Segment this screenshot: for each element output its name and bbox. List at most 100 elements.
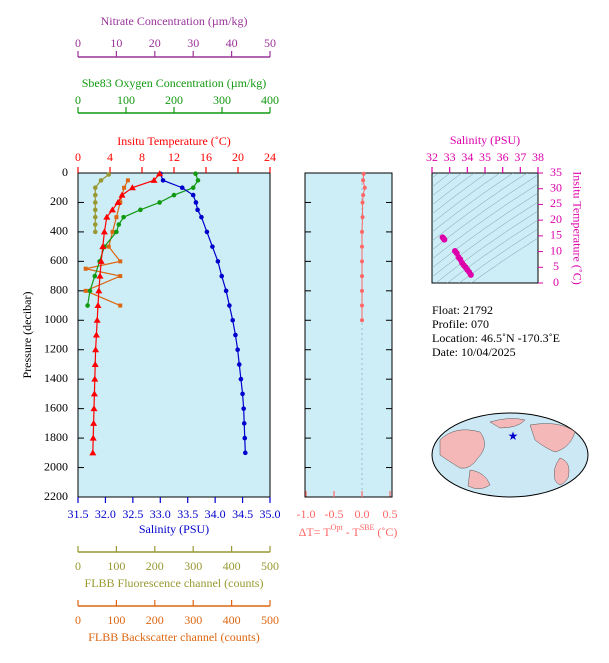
data-point <box>219 273 225 279</box>
x-tick-label: 0 <box>75 93 81 107</box>
x-tick-label: 4 <box>107 150 113 164</box>
data-point <box>85 303 90 308</box>
profile-plot-area <box>77 172 271 498</box>
x-tick-label: 100 <box>117 93 135 107</box>
data-point <box>242 435 248 441</box>
float-info: Location: 46.5˚N -170.3˚E <box>432 331 560 345</box>
float-info: Date: 10/04/2025 <box>432 345 516 359</box>
x-tick-label: 100 <box>107 559 125 573</box>
density-contours <box>432 173 538 283</box>
data-point <box>236 362 242 367</box>
x-tick-label: 20 <box>232 150 244 164</box>
x-tick-label: 34.5 <box>232 507 253 521</box>
data-point <box>118 274 123 279</box>
y-tick-label: 20 <box>550 212 562 226</box>
data-point <box>243 450 248 456</box>
x-axis-title: FLBB Backscatter channel (counts) <box>88 630 260 644</box>
data-point <box>95 287 103 294</box>
x-tick-label: 34.0 <box>205 507 226 521</box>
y-tick-label: 200 <box>50 194 68 208</box>
x-axis-title: Salinity (PSU) <box>139 522 209 536</box>
x-tick-label: 0 <box>75 36 81 50</box>
y-axis-title: Pressure (decibar) <box>20 292 34 379</box>
x-tick-label: 0 <box>75 150 81 164</box>
data-point <box>360 259 364 264</box>
contour <box>446 219 538 283</box>
data-point <box>361 178 366 183</box>
data-point <box>110 229 115 234</box>
x-tick-label: 38 <box>532 150 544 164</box>
x-tick-label: 0 <box>75 559 81 573</box>
data-point <box>118 259 123 264</box>
float-info: Float: 21792 <box>432 303 493 317</box>
y-tick-label: 2200 <box>44 489 68 503</box>
x-tick-label: 34 <box>461 150 473 164</box>
x-tick-label: 30 <box>187 36 199 50</box>
data-point <box>125 178 130 183</box>
x-axis-title: ΔT= TOpt - TSBE (˚C) <box>299 523 398 538</box>
data-point <box>99 243 107 250</box>
y-tick-label: 30 <box>550 180 562 194</box>
data-point <box>103 213 111 220</box>
ts-y-title: Insitu Temperature (˚C) <box>570 171 584 285</box>
data-point <box>193 171 198 177</box>
x-axis-title-part: SBE <box>360 523 375 532</box>
data-point <box>108 206 116 213</box>
data-point <box>90 419 98 426</box>
x-tick-label: 400 <box>223 613 241 627</box>
data-point <box>97 257 105 264</box>
data-point <box>360 244 364 249</box>
data-point <box>98 178 104 183</box>
data-point <box>91 375 99 382</box>
data-point <box>360 229 364 234</box>
data-point <box>118 200 123 205</box>
x-tick-label: 8 <box>139 150 145 164</box>
data-point <box>440 235 447 242</box>
data-point <box>360 318 364 323</box>
x-tick-label: 300 <box>184 613 202 627</box>
data-point <box>90 390 98 397</box>
x-tick-label: 12 <box>168 150 180 164</box>
x-axis-title-part: - T <box>343 525 361 539</box>
data-point <box>92 214 98 220</box>
contour <box>470 237 538 283</box>
data-point <box>92 185 98 191</box>
data-point <box>190 192 196 198</box>
x-tick-label: 20 <box>149 36 161 50</box>
x-tick-label: 32.0 <box>95 507 116 521</box>
contour <box>432 173 488 215</box>
float-info: Profile: 070 <box>432 317 489 331</box>
y-tick-label: 15 <box>550 228 562 242</box>
data-point <box>122 185 127 190</box>
y-tick-label: 2000 <box>44 459 68 473</box>
y-tick-label: 1400 <box>44 371 68 385</box>
data-point <box>96 272 104 279</box>
contour <box>432 173 451 188</box>
data-point <box>138 207 143 213</box>
y-tick-label: 0 <box>553 275 559 289</box>
x-axis-title: Insitu Temperature (˚C) <box>117 134 231 148</box>
data-point <box>215 259 221 264</box>
x-tick-label: 0.5 <box>383 507 398 521</box>
data-point <box>190 185 196 191</box>
data-point <box>223 288 229 294</box>
x-tick-label: 31.5 <box>68 507 89 521</box>
data-point <box>121 214 126 220</box>
y-tick-label: 1000 <box>44 312 68 326</box>
x-tick-label: -1.0 <box>297 507 316 521</box>
data-point <box>360 288 364 293</box>
data-point <box>92 192 98 198</box>
y-tick-label: 5 <box>553 259 559 273</box>
x-tick-label: 400 <box>223 559 241 573</box>
x-tick-label: 100 <box>107 613 125 627</box>
data-point <box>227 303 232 308</box>
x-tick-label: 200 <box>146 613 164 627</box>
data-point <box>114 229 119 235</box>
x-axis-title-part: Opt <box>331 523 344 532</box>
x-axis-title-part: ΔT= T <box>299 525 332 539</box>
data-point <box>106 244 111 249</box>
data-point <box>92 331 100 338</box>
x-tick-label: 33.5 <box>177 507 198 521</box>
x-tick-label: 200 <box>146 559 164 573</box>
